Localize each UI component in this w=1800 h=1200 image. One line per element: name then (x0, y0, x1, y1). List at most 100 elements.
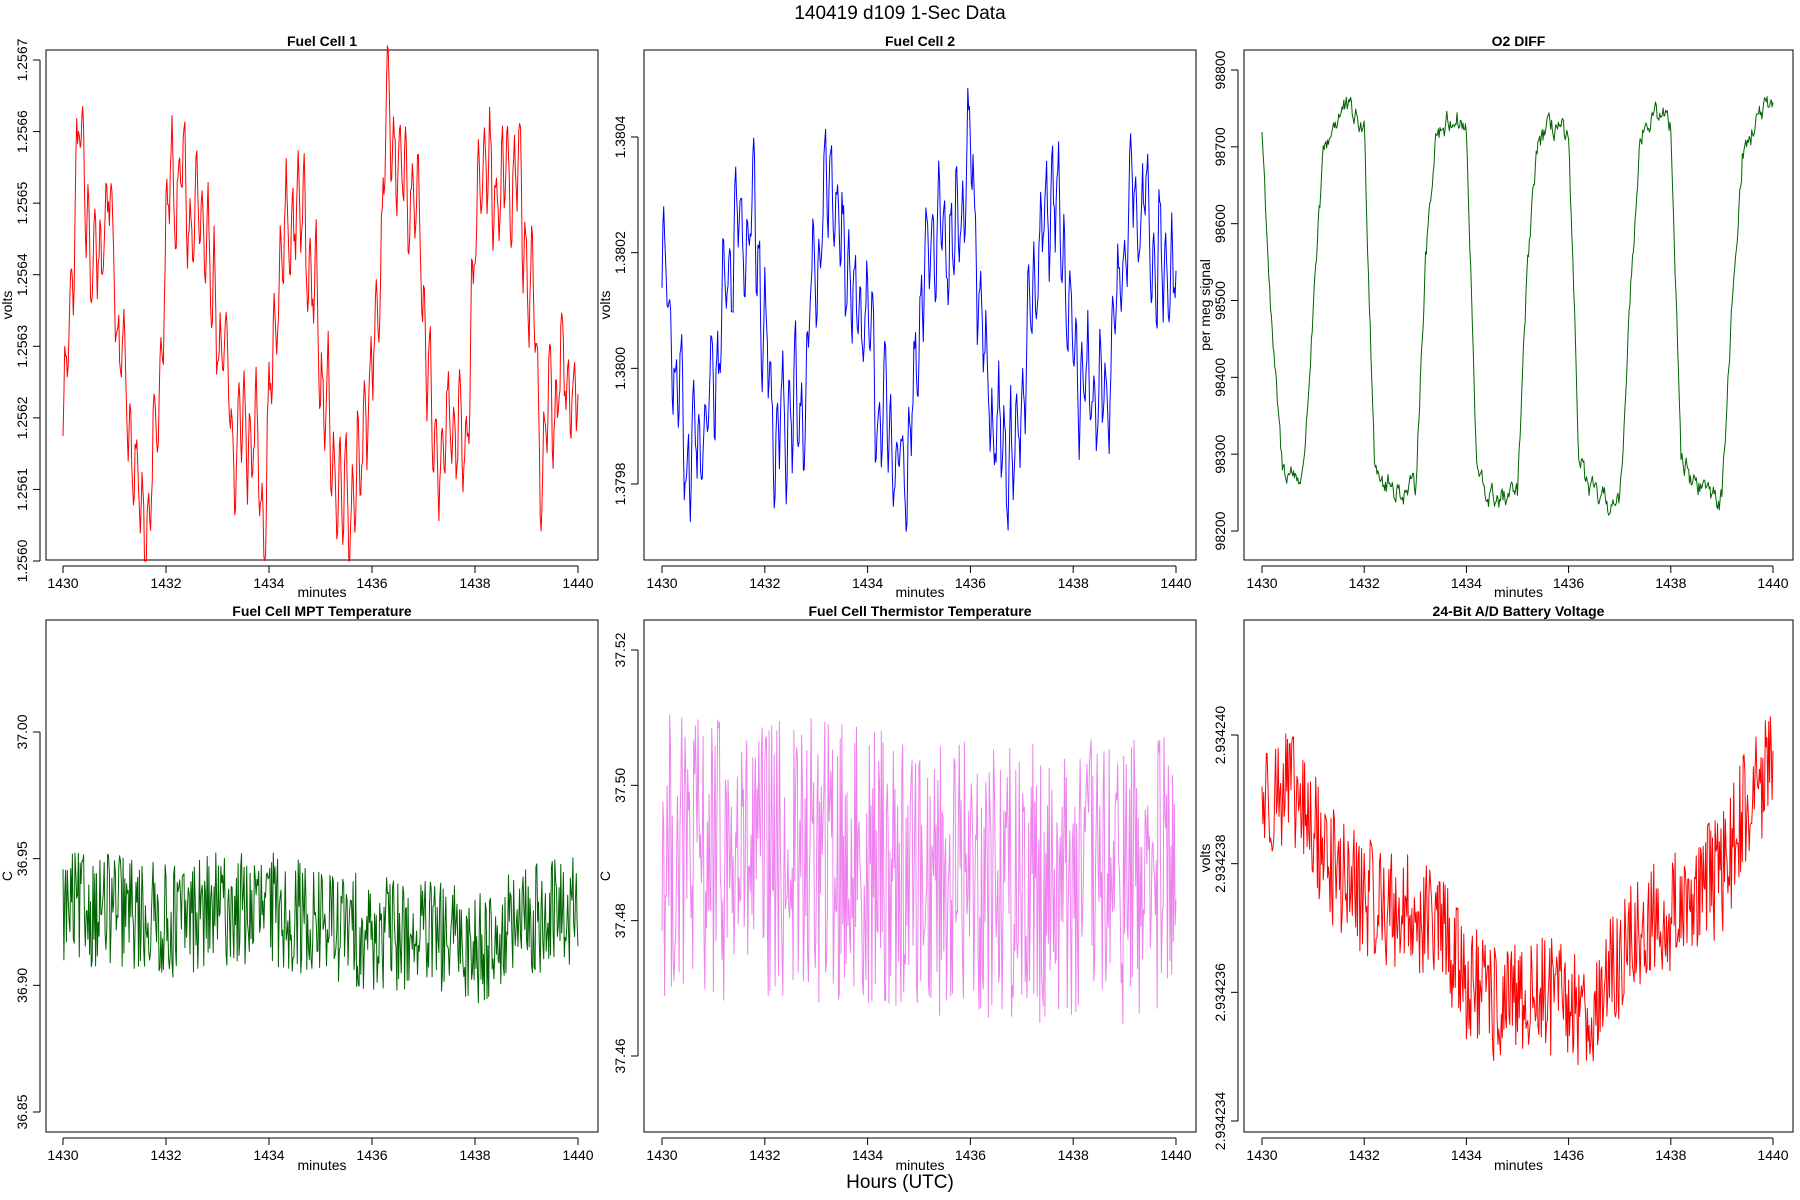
plot-frame (1243, 49, 1794, 561)
panel-o2: O2 DIFF 1430 1432 1434 1436 1438 1440 minutes 98… (1197, 33, 1794, 600)
y-tick-label: 98700 (1212, 127, 1228, 166)
x-tick-label: 1438 (459, 1147, 490, 1163)
x-axis-label: minutes (297, 584, 346, 600)
x-tick-label: 1440 (562, 575, 593, 591)
y-tick-label: 1.3800 (612, 347, 628, 390)
y-tick-label: 1.2566 (14, 110, 30, 153)
x-tick-label: 1440 (1757, 575, 1788, 591)
x-tick-label: 1440 (562, 1147, 593, 1163)
y-tick-label: 36.85 (14, 1094, 30, 1129)
x-tick-label: 1440 (1160, 575, 1191, 591)
x-axis-label: minutes (1494, 1157, 1543, 1173)
series-line (62, 852, 579, 1004)
panel-mpt: Fuel Cell MPT Temperature 1430 1432 1434 143… (0, 603, 599, 1173)
figure-title: 140419 d109 1-Sec Data (794, 3, 1006, 24)
y-tick-label: 2.934236 (1212, 963, 1228, 1022)
x-tick-label: 1438 (1655, 1147, 1686, 1163)
plot-frame (643, 49, 1197, 561)
x-tick-label: 1436 (356, 1147, 387, 1163)
y-axis-label: per meg signal (1197, 259, 1213, 351)
x-tick-label: 1440 (1757, 1147, 1788, 1163)
x-tick-label: 1432 (1349, 1147, 1380, 1163)
y-tick-label: 1.2567 (14, 38, 30, 81)
y-axis-label: C (597, 871, 613, 881)
y-tick-label: 2.934234 (1212, 1092, 1228, 1151)
panel-therm: Fuel Cell Thermistor Temperature 1430 1432… (597, 603, 1197, 1173)
y-axis-label: volts (597, 291, 613, 320)
series-line (1261, 716, 1774, 1066)
x-tick-label: 1438 (1058, 1147, 1089, 1163)
x-tick-label: 1438 (1655, 575, 1686, 591)
x-tick-label: 1430 (1246, 1147, 1277, 1163)
x-tick-label: 1440 (1160, 1147, 1191, 1163)
y-tick-label: 98500 (1212, 281, 1228, 320)
y-tick-label: 1.2564 (14, 253, 30, 296)
y-tick-label: 1.2565 (14, 182, 30, 225)
x-tick-label: 1436 (1553, 1147, 1584, 1163)
x-tick-label: 1436 (1553, 575, 1584, 591)
x-tick-label: 1436 (356, 575, 387, 591)
y-axis-label: volts (1197, 844, 1213, 873)
panel-batt: 24-Bit A/D Battery Voltage 1430 1432 1434 14… (1197, 603, 1794, 1173)
y-tick-label: 1.3804 (612, 115, 628, 158)
panel-title: Fuel Cell 1 (287, 33, 357, 49)
x-tick-label: 1430 (646, 1147, 677, 1163)
y-tick-label: 2.934238 (1212, 834, 1228, 893)
x-axis-label: minutes (895, 584, 944, 600)
x-tick-label: 1434 (1451, 1147, 1482, 1163)
y-tick-label: 36.95 (14, 841, 30, 876)
y-axis-label: volts (0, 291, 15, 320)
plot-frame (45, 49, 599, 561)
plot-frame (643, 619, 1197, 1133)
series-line (661, 87, 1177, 532)
y-tick-label: 98800 (1212, 50, 1228, 89)
panel-title: Fuel Cell Thermistor Temperature (808, 603, 1031, 619)
panel-fc1: Fuel Cell 1 1430 1432 1434 1436 1438 1440 minut… (0, 33, 599, 600)
y-tick-label: 1.2561 (14, 468, 30, 511)
y-tick-label: 37.48 (612, 903, 628, 938)
x-axis-label: minutes (1494, 584, 1543, 600)
x-tick-label: 1434 (253, 1147, 284, 1163)
panel-fc2: Fuel Cell 2 1430 1432 1434 1436 1438 1440 minut… (597, 33, 1197, 600)
x-tick-label: 1432 (150, 575, 181, 591)
x-tick-label: 1430 (47, 1147, 78, 1163)
x-tick-label: 1436 (955, 1147, 986, 1163)
x-axis-label: minutes (297, 1157, 346, 1173)
x-tick-label: 1438 (459, 575, 490, 591)
panel-title: Fuel Cell MPT Temperature (232, 603, 412, 619)
x-tick-label: 1434 (852, 1147, 883, 1163)
series-line (661, 714, 1177, 1024)
y-tick-label: 98200 (1212, 511, 1228, 550)
y-tick-label: 98400 (1212, 358, 1228, 397)
panel-title: 24-Bit A/D Battery Voltage (1433, 603, 1605, 619)
panel-title: Fuel Cell 2 (885, 33, 955, 49)
y-tick-label: 36.90 (14, 968, 30, 1003)
panel-title: O2 DIFF (1492, 33, 1546, 49)
x-tick-label: 1434 (1451, 575, 1482, 591)
y-tick-label: 1.3798 (612, 462, 628, 505)
x-tick-label: 1432 (749, 575, 780, 591)
y-axis-label: C (0, 871, 15, 881)
x-tick-label: 1430 (47, 575, 78, 591)
series-line (62, 45, 579, 562)
y-tick-label: 98600 (1212, 204, 1228, 243)
y-tick-label: 37.52 (612, 632, 628, 667)
x-tick-label: 1430 (646, 575, 677, 591)
y-tick-label: 1.2562 (14, 396, 30, 439)
x-tick-label: 1434 (253, 575, 284, 591)
x-tick-label: 1436 (955, 575, 986, 591)
x-tick-label: 1438 (1058, 575, 1089, 591)
y-tick-label: 1.2560 (14, 539, 30, 582)
y-tick-label: 37.00 (14, 714, 30, 749)
y-tick-label: 1.2563 (14, 325, 30, 368)
plot-frame (45, 619, 599, 1133)
y-tick-label: 2.934240 (1212, 706, 1228, 765)
x-tick-label: 1434 (852, 575, 883, 591)
x-tick-label: 1432 (1349, 575, 1380, 591)
x-tick-label: 1432 (749, 1147, 780, 1163)
y-tick-label: 37.46 (612, 1038, 628, 1073)
y-tick-label: 1.3802 (612, 231, 628, 274)
x-axis-label: minutes (895, 1157, 944, 1173)
x-tick-label: 1432 (150, 1147, 181, 1163)
